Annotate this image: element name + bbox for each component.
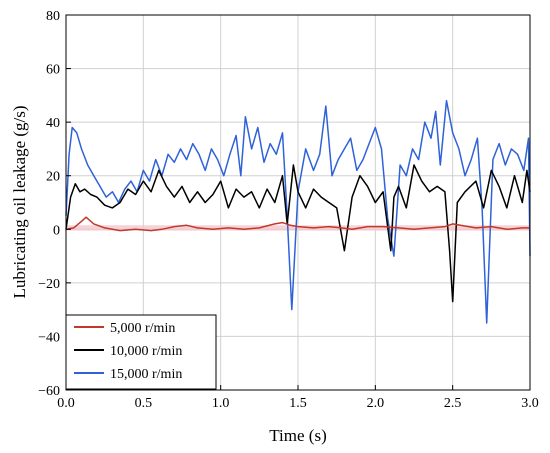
series-layer <box>65 99 531 324</box>
series-line-1 <box>65 164 531 303</box>
y-tick-label: −60 <box>38 384 60 399</box>
x-tick-label: 0.0 <box>57 396 75 411</box>
y-tick-label: 20 <box>46 170 60 185</box>
x-tick-label: 2.0 <box>367 396 385 411</box>
x-tick-label: 1.0 <box>212 396 230 411</box>
x-tick-label: 2.5 <box>444 396 462 411</box>
zero-band <box>66 225 530 231</box>
y-tick-label: 40 <box>46 116 60 131</box>
x-tick-label: 0.5 <box>135 396 153 411</box>
y-tick-label: −40 <box>38 330 60 345</box>
y-tick-label: 60 <box>46 63 60 78</box>
x-tick-label: 3.0 <box>521 396 539 411</box>
series-line-0 <box>65 216 530 232</box>
y-tick-label: −20 <box>38 277 60 292</box>
y-axis-title: Lubricating oil leakage (g/s) <box>10 105 29 298</box>
legend: 5,000 r/min 10,000 r/min 15,000 r/min <box>65 314 217 390</box>
legend-label: 10,000 r/min <box>110 344 182 359</box>
y-tick-label: 0 <box>53 223 60 238</box>
axis-ticks: 0.0 0.5 1.0 1.5 2.0 2.5 3.0 −60 −40 −20 0 20 40 60 80 <box>38 9 539 411</box>
legend-label: 15,000 r/min <box>110 367 182 382</box>
series-line-2 <box>65 99 531 324</box>
x-tick-label: 1.5 <box>289 396 307 411</box>
legend-label: 5,000 r/min <box>110 321 175 336</box>
y-tick-label: 80 <box>46 9 60 24</box>
x-axis-title: Time (s) <box>269 426 326 445</box>
